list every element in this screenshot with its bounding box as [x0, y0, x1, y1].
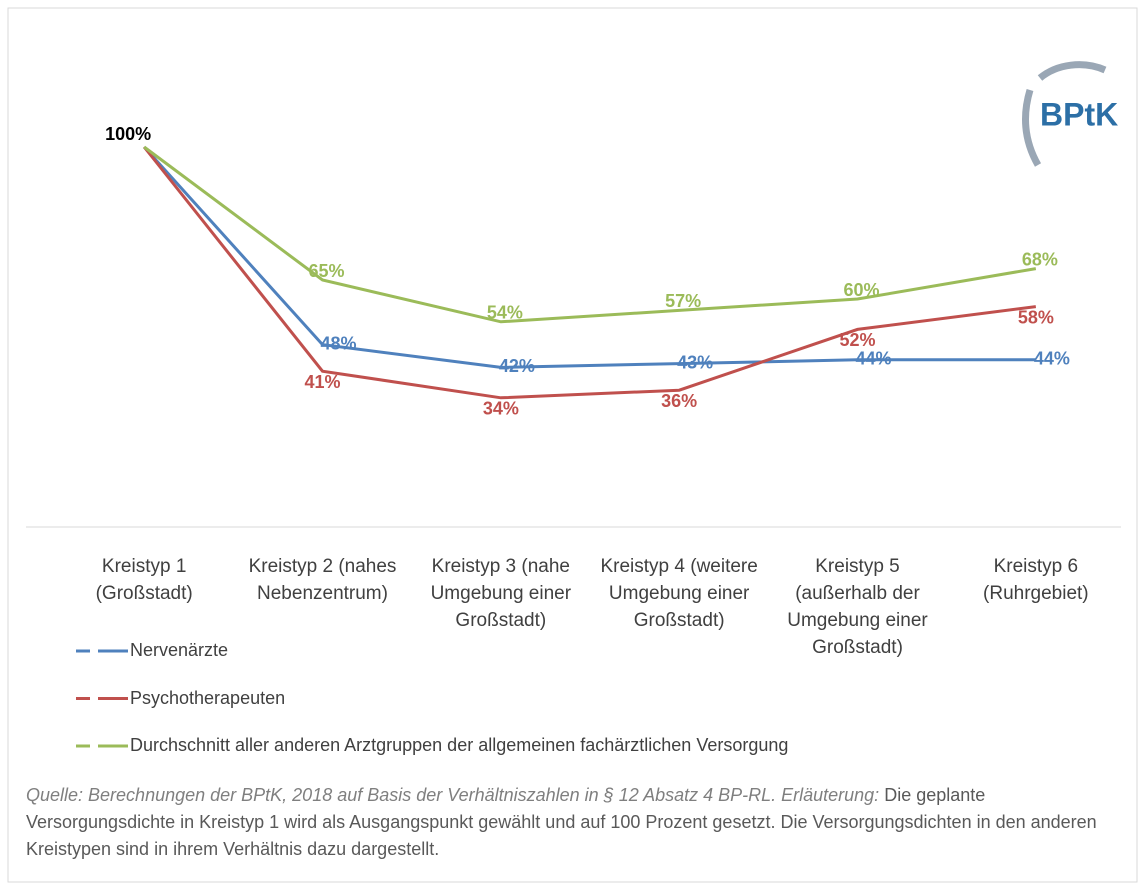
line: [142, 146, 1037, 400]
frame: [7, 7, 1138, 883]
source-note: Quelle: Berechnungen der BPtK, 2018 auf …: [26, 782, 1121, 863]
data-label: 36%: [661, 391, 697, 411]
x-tick-label: Kreistyp 2 (nahes Nebenzentrum): [248, 556, 397, 604]
data-label: 54%: [487, 303, 523, 323]
logo-arc: [1037, 61, 1107, 81]
x-tick-label: Kreistyp 3 (nahe Umgebung einer Großstad…: [430, 556, 572, 631]
data-label: 48%: [320, 333, 356, 353]
legend-label: Nervenärzte: [130, 640, 229, 660]
x-tick-label: Kreistyp 6 (Ruhrgebiet): [983, 556, 1089, 604]
data-label: 34%: [483, 399, 519, 419]
source-italic: Quelle: Berechnungen der BPtK, 2018 auf …: [26, 785, 880, 805]
source-text: Die geplante Versorgungsdichte in Kreist…: [26, 785, 1097, 859]
data-label: 68%: [1022, 249, 1058, 269]
data-label: 57%: [665, 291, 701, 311]
data-label: 52%: [839, 330, 875, 350]
line: [143, 145, 1036, 369]
data-label: 58%: [1018, 307, 1054, 327]
line: [143, 145, 1037, 324]
logo: BPtK: [1040, 96, 1118, 132]
data-label: 100%: [105, 124, 151, 144]
legend-label: Psychotherapeuten: [130, 687, 286, 708]
data-label: 41%: [304, 372, 340, 392]
data-label: 65%: [308, 261, 344, 281]
data-label: 44%: [855, 349, 891, 369]
legend-label: Durchschnitt aller anderen Arztgruppen d…: [130, 735, 789, 755]
data-label: 42%: [499, 356, 535, 376]
x-tick-label: Kreistyp 4 (weitere Umgebung einer Großs…: [600, 556, 758, 631]
x-tick-label: Kreistyp 5 (außerhalb der Umgebung einer…: [787, 556, 928, 658]
data-label: 43%: [677, 352, 713, 372]
logo-arc: [1022, 88, 1042, 167]
data-label: 44%: [1034, 349, 1070, 369]
x-tick-label: Kreistyp 1 (Großstadt): [95, 556, 193, 604]
data-label: 60%: [843, 280, 879, 300]
